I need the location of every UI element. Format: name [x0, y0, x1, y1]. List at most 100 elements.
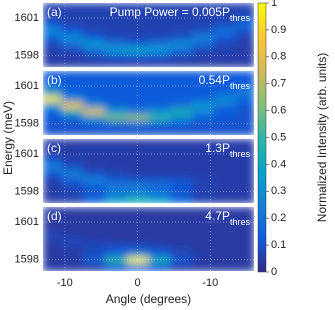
heat-cell: [235, 194, 254, 203]
panel-label: (d): [47, 209, 62, 223]
heat-cell: [170, 71, 193, 78]
heat-cell: [104, 33, 128, 41]
heat-cell: [83, 256, 106, 264]
heat-cell: [170, 144, 193, 152]
heat-cell: [170, 194, 193, 203]
heat-cell: [104, 21, 128, 28]
heat-cell: [192, 58, 215, 67]
heat-cell: [43, 150, 62, 158]
heat-cell: [126, 157, 149, 164]
colorbar-tick-label: 0.9: [271, 24, 286, 36]
heat-cell: [104, 237, 128, 245]
colorbar-tick-label: 0.7: [271, 78, 286, 90]
heat-cell: [192, 207, 215, 214]
heat-cell: [148, 144, 171, 152]
heat-cell: [235, 40, 254, 47]
heat-cell: [61, 250, 84, 258]
heat-cell: [83, 114, 106, 122]
heat-cell: [126, 21, 149, 28]
heat-cell: [104, 126, 128, 135]
heat-cell: [83, 250, 106, 258]
heat-cell: [43, 27, 62, 35]
heat-cell: [213, 212, 237, 220]
heat-cell: [126, 76, 149, 84]
heat-cell: [83, 207, 106, 214]
panel-label: (b): [47, 73, 62, 87]
heat-cell: [148, 256, 171, 264]
heat-cell: [192, 139, 215, 146]
heat-cell: [104, 150, 128, 158]
heat-cell: [43, 82, 62, 90]
annotation: 1.3Pthres: [205, 141, 250, 159]
heatmap: [43, 139, 254, 203]
heat-cell: [43, 89, 62, 96]
heat-cell: [126, 231, 149, 239]
y-tick-label: 1598: [15, 50, 39, 62]
heat-cell: [148, 108, 171, 115]
heat-cell: [126, 225, 149, 232]
heat-cell: [148, 89, 171, 96]
heat-cell: [192, 157, 215, 164]
heat-cell: [213, 157, 237, 164]
heat-cell: [213, 139, 237, 146]
colorbar-tick-label: 0.2: [271, 212, 286, 224]
heat-cell: [235, 212, 254, 220]
heat-cell: [83, 188, 106, 196]
heat-cell: [83, 225, 106, 232]
heat-cell: [192, 27, 215, 35]
heat-cell: [61, 212, 84, 220]
heat-cell: [104, 52, 128, 60]
heat-cell: [83, 108, 106, 115]
heat-cell: [235, 89, 254, 96]
heat-cell: [148, 95, 171, 103]
heat-cell: [61, 244, 84, 251]
heat-cell: [170, 58, 193, 67]
heat-cell: [148, 218, 171, 226]
heat-cell: [83, 182, 106, 190]
heat-cell: [192, 40, 215, 47]
heat-cell: [170, 225, 193, 232]
heat-cell: [104, 256, 128, 264]
heat-cell: [170, 212, 193, 220]
heat-cell: [83, 40, 106, 47]
heat-cell: [148, 262, 171, 271]
heat-cell: [213, 188, 237, 196]
heat-cell: [170, 76, 193, 84]
heat-cell: [126, 40, 149, 47]
heat-cell: [104, 188, 128, 196]
heat-cell: [235, 256, 254, 264]
heat-cell: [235, 33, 254, 41]
heat-cell: [235, 14, 254, 22]
heat-cell: [192, 14, 215, 22]
heat-cell: [192, 212, 215, 220]
heat-cell: [170, 114, 193, 122]
heat-cell: [61, 231, 84, 239]
heat-cell: [235, 237, 254, 245]
y-tick-label: 1601: [15, 148, 39, 160]
x-axis-label: Angle (degrees): [106, 292, 191, 306]
heat-cell: [170, 40, 193, 47]
heat-cell: [126, 262, 149, 271]
heat-cell: [61, 256, 84, 264]
heat-cell: [43, 262, 62, 271]
heat-cell: [83, 157, 106, 164]
heat-cell: [83, 21, 106, 28]
heat-cell: [43, 163, 62, 171]
heat-cell: [235, 225, 254, 232]
heat-cell: [213, 218, 237, 226]
heat-cell: [192, 188, 215, 196]
heat-cell: [83, 218, 106, 226]
heat-cell: [126, 89, 149, 96]
heat-cell: [148, 194, 171, 203]
heat-cell: [192, 114, 215, 122]
heat-cell: [213, 52, 237, 60]
heat-cell: [61, 182, 84, 190]
heat-cell: [43, 176, 62, 183]
heat-cell: [61, 8, 84, 16]
heat-cell: [126, 8, 149, 16]
heat-cell: [61, 101, 84, 109]
y-tick-label: 1598: [15, 186, 39, 198]
heat-cell: [126, 218, 149, 226]
heat-cell: [148, 207, 171, 214]
colorbar-tick-label: 0.1: [271, 239, 286, 251]
